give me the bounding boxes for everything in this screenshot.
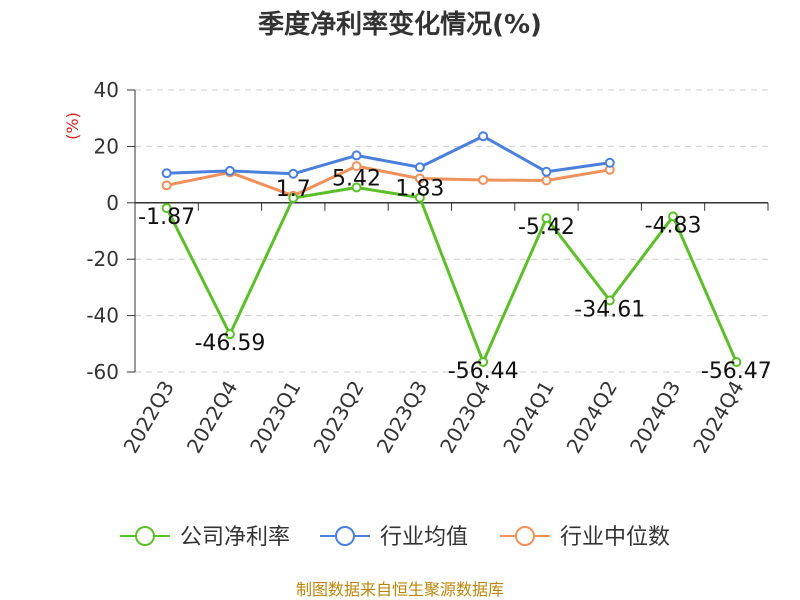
legend-label: 行业均值	[380, 525, 468, 550]
data-point	[414, 173, 425, 184]
x-tick-label: 2024Q3	[625, 377, 685, 458]
data-label: -5.42	[518, 215, 575, 240]
data-point	[414, 192, 425, 203]
legend-marker	[135, 526, 155, 546]
data-point	[478, 356, 489, 367]
series-line	[166, 134, 610, 176]
legend-label: 公司净利率	[180, 525, 290, 550]
data-point	[288, 193, 299, 204]
series-line	[165, 186, 738, 364]
data-point	[161, 168, 172, 179]
data-labels: -1.87 -46.59 1.7 5.42 1.83 -56.44 -5.42 -34.61 -…	[138, 167, 772, 385]
data-point	[541, 166, 552, 177]
y-tick-label: -60	[86, 360, 119, 384]
data-point	[478, 174, 489, 185]
data-point	[224, 329, 235, 340]
data-label: -56.44	[448, 359, 519, 384]
y-tick-label: 0	[106, 191, 119, 215]
y-tick-label: 40	[94, 78, 119, 102]
data-point	[224, 165, 235, 176]
x-tick-label: 2024Q4	[688, 377, 748, 458]
chart-title: 季度净利率变化情况(%)	[258, 9, 542, 40]
data-label: 1.7	[276, 177, 311, 202]
data-point	[478, 131, 489, 142]
x-tick-label: 2023Q4	[435, 377, 495, 458]
data-point	[541, 175, 552, 186]
legend-marker	[335, 526, 355, 546]
data-point	[604, 157, 615, 168]
series-line	[166, 164, 611, 198]
x-tick-label: 2023Q2	[308, 377, 368, 458]
data-point	[541, 213, 552, 224]
data-label: -1.87	[138, 205, 195, 230]
data-label: -46.59	[194, 331, 265, 356]
source-note: 制图数据来自恒生聚源数据库	[296, 580, 504, 599]
x-tick-label: 2023Q1	[245, 377, 305, 458]
x-tick-label: 2023Q3	[372, 377, 432, 458]
y-axis-unit-label: (%)	[63, 112, 82, 140]
data-label: -56.47	[701, 359, 772, 384]
data-point	[731, 357, 742, 368]
data-point	[351, 161, 362, 172]
data-point	[351, 182, 362, 193]
legend-label: 行业中位数	[560, 525, 670, 550]
data-point	[414, 162, 425, 173]
data-point	[351, 150, 362, 161]
data-label: 5.42	[332, 167, 381, 192]
data-label: 1.83	[395, 177, 444, 202]
y-tick-label: -20	[86, 247, 119, 271]
data-point	[604, 295, 615, 306]
data-point	[668, 211, 679, 222]
data-point	[288, 168, 299, 179]
data-label: -4.83	[645, 213, 702, 238]
x-tick-label: 2024Q2	[562, 377, 622, 458]
legend-marker	[515, 526, 535, 546]
data-point	[161, 180, 172, 191]
y-tick-label: -40	[86, 304, 119, 328]
data-label: -34.61	[574, 297, 645, 322]
series-lines	[161, 131, 742, 368]
x-tick-label: 2022Q4	[182, 377, 242, 458]
x-tick-label: 2022Q3	[119, 377, 179, 458]
x-tick-label: 2024Q1	[498, 377, 558, 458]
legend: 公司净利率 行业均值 行业中位数	[120, 525, 670, 550]
y-tick-label: 20	[94, 134, 119, 158]
data-point	[161, 203, 172, 214]
